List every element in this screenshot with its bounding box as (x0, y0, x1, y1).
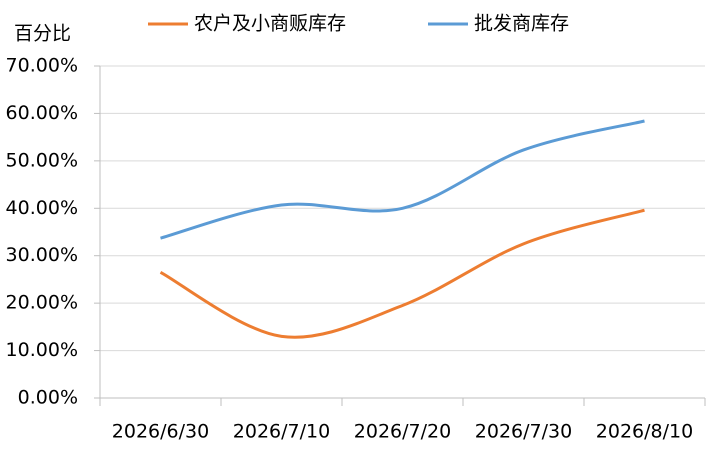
y-axis-label: 百分比 (14, 23, 71, 45)
y-tick-label: 30.00% (6, 244, 78, 266)
y-tick-label: 70.00% (6, 55, 78, 77)
x-tick-label: 2026/7/20 (354, 421, 451, 443)
x-tick-label: 2026/8/10 (596, 421, 693, 443)
x-tick-label: 2026/7/30 (475, 421, 572, 443)
y-tick-label: 10.00% (6, 339, 78, 361)
legend-label: 农户及小商贩库存 (194, 13, 346, 35)
series-line (160, 119, 645, 240)
y-tick-label: 60.00% (6, 102, 78, 124)
x-tick-label: 2026/7/10 (233, 421, 330, 443)
legend-label: 批发商库存 (474, 13, 569, 35)
x-tick-label: 2026/6/30 (112, 421, 209, 443)
series-line (159, 208, 645, 339)
y-tick-label: 40.00% (6, 197, 78, 219)
y-tick-label: 20.00% (6, 292, 78, 314)
y-tick-label: 50.00% (6, 149, 78, 171)
y-tick-label: 0.00% (18, 387, 78, 409)
